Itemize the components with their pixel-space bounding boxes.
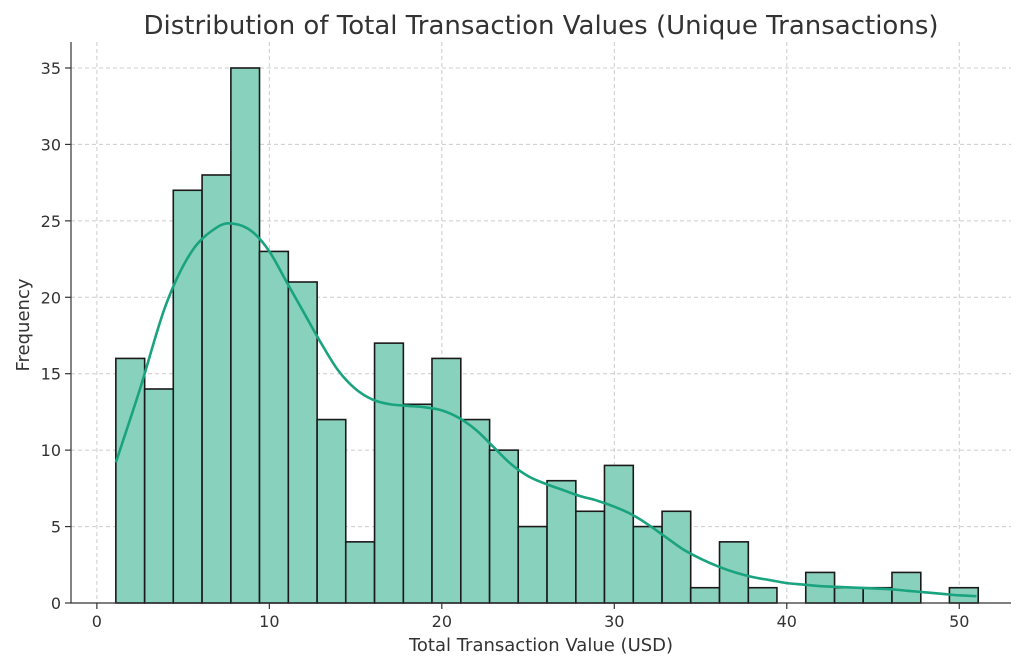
histogram-bar — [344, 541, 376, 604]
y-axis-ticks: 0 5 10 15 20 25 30 35 — [41, 59, 71, 613]
histogram-bar — [517, 525, 548, 604]
y-tick-label: 15 — [41, 365, 61, 384]
x-tick-label: 10 — [259, 612, 279, 631]
histogram-bar — [747, 586, 778, 604]
histogram-bar — [689, 586, 721, 604]
histogram-bar — [661, 510, 692, 604]
histogram-bar — [373, 342, 405, 604]
y-tick-label: 10 — [41, 441, 61, 460]
x-axis-ticks: 0 10 20 30 40 50 — [92, 603, 969, 631]
chart-title: Distribution of Total Transaction Values… — [143, 11, 938, 41]
x-axis-label: Total Transaction Value (USD) — [408, 635, 673, 656]
histogram-bar — [143, 388, 175, 604]
y-tick-label: 5 — [51, 518, 61, 537]
y-tick-label: 30 — [41, 135, 61, 154]
histogram-bar — [431, 357, 462, 604]
histogram-bar — [632, 525, 663, 604]
axes-spines — [70, 42, 1011, 604]
histogram-bar — [546, 479, 577, 604]
histogram-bars — [115, 67, 980, 604]
x-tick-label: 50 — [949, 612, 969, 631]
histogram-bar — [258, 250, 290, 604]
x-tick-label: 20 — [432, 612, 452, 631]
histogram-bar — [230, 67, 261, 604]
x-tick-label: 30 — [604, 612, 624, 631]
y-tick-label: 25 — [41, 212, 61, 231]
y-tick-label: 0 — [51, 594, 61, 613]
histogram-bar — [833, 586, 864, 604]
histogram-bar — [603, 464, 635, 604]
histogram-bar — [316, 418, 347, 604]
y-axis-label: Frequency — [13, 278, 34, 371]
histogram-bar — [488, 449, 520, 604]
kde-density-curve — [114, 222, 977, 598]
histogram-bar — [201, 174, 232, 604]
y-tick-label: 35 — [41, 59, 61, 78]
x-tick-label: 0 — [92, 612, 102, 631]
histogram-bar — [402, 403, 433, 604]
histogram-bar — [115, 357, 146, 604]
histogram-bar — [459, 418, 491, 604]
histogram-bar — [891, 571, 922, 604]
y-tick-label: 20 — [41, 288, 61, 307]
histogram-bar — [575, 510, 606, 604]
histogram-bar — [172, 189, 203, 604]
x-tick-label: 40 — [777, 612, 797, 631]
